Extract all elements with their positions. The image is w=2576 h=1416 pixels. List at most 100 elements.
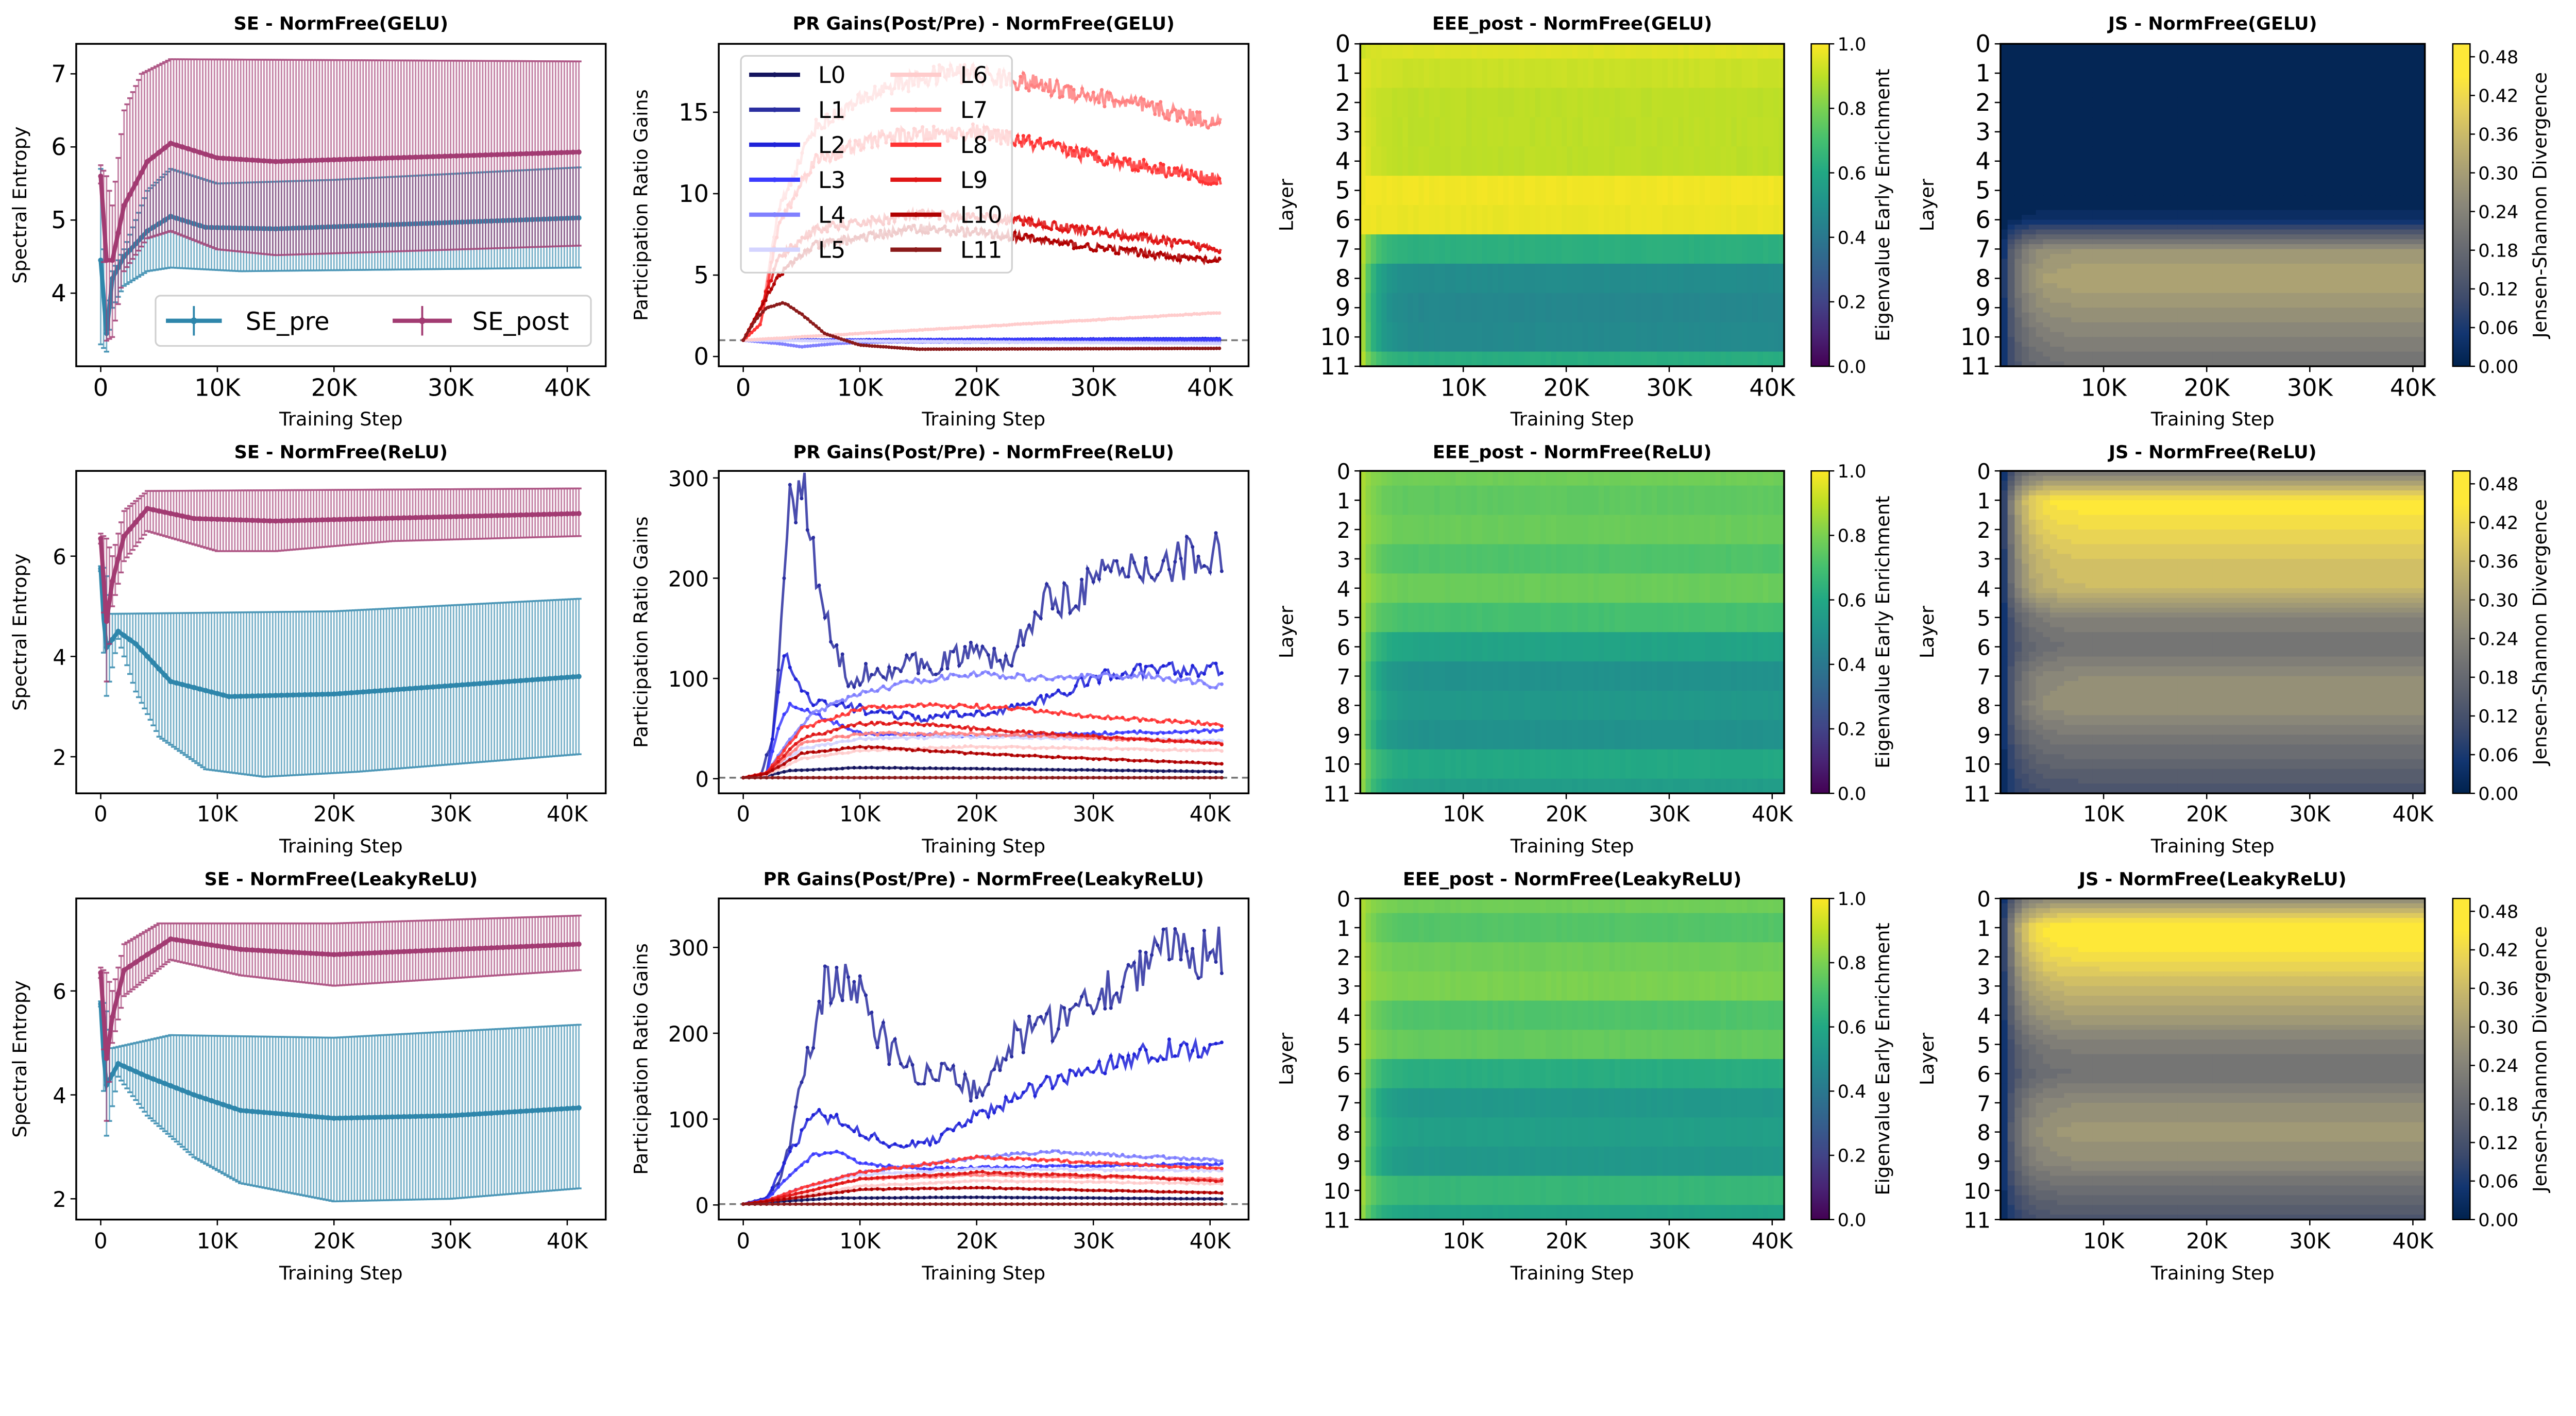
series-marker <box>752 319 756 323</box>
heatmap-cell <box>1514 117 1520 147</box>
mean-marker <box>547 150 553 156</box>
series-marker <box>1125 98 1129 103</box>
contour-cell <box>2212 58 2221 64</box>
heatmap-cell <box>1439 44 1446 59</box>
heatmap-cell <box>1762 88 1769 118</box>
legend-label: SE_pre <box>246 308 330 336</box>
series-marker <box>971 347 975 351</box>
series-marker <box>1136 315 1140 319</box>
heatmap-cell <box>1715 146 1721 177</box>
contour-cell <box>2340 58 2348 64</box>
heatmap-cell <box>1704 58 1711 89</box>
series-marker <box>1189 346 1193 350</box>
heatmap-cell <box>1556 58 1563 89</box>
heatmap-cell <box>1461 146 1467 177</box>
heatmap-cell <box>1609 205 1616 235</box>
series-marker <box>1030 337 1034 342</box>
series-marker <box>1150 337 1154 342</box>
mean-marker <box>249 157 255 163</box>
series-marker <box>1072 347 1076 351</box>
heatmap-cell <box>1498 44 1504 59</box>
series-marker <box>1189 242 1193 246</box>
heatmap-cell <box>1752 176 1758 206</box>
heatmap-cell <box>1445 176 1451 206</box>
heatmap-cell <box>1667 234 1674 264</box>
heatmap-cell <box>1768 263 1774 294</box>
heatmap-cell <box>1556 351 1563 367</box>
heatmap-cell <box>1524 88 1531 118</box>
heatmap-cell <box>1562 117 1568 147</box>
heatmap-cell <box>1471 205 1478 235</box>
heatmap-cell <box>1455 58 1462 89</box>
contour-cell <box>2417 83 2425 89</box>
contour-cell <box>2318 83 2327 89</box>
heatmap-cell <box>1370 176 1377 206</box>
series-marker <box>999 323 1003 328</box>
series-marker <box>1083 244 1087 248</box>
contour-cell <box>2361 44 2369 49</box>
series-marker <box>915 347 919 351</box>
series-marker <box>1153 314 1157 318</box>
contour-cell <box>2036 73 2044 79</box>
contour-cell <box>2389 78 2397 84</box>
contour-cell <box>2191 68 2199 74</box>
series-marker <box>1164 116 1168 121</box>
heatmap-cell <box>1620 176 1626 206</box>
heatmap-cell <box>1450 58 1456 89</box>
contour-cell <box>2318 78 2327 84</box>
heatmap-cell <box>1768 146 1774 177</box>
contour-cell <box>2156 83 2164 89</box>
heatmap-cell <box>1540 322 1547 352</box>
heatmap-cell <box>1757 293 1764 323</box>
mean-marker <box>535 150 541 156</box>
heatmap-cell <box>1434 322 1440 352</box>
contour-cell <box>2417 88 2425 94</box>
heatmap-cell <box>1514 205 1520 235</box>
series-marker <box>1049 241 1054 245</box>
heatmap-cell <box>1614 205 1621 235</box>
contour-cell <box>2368 48 2376 55</box>
contour-cell <box>2283 92 2292 98</box>
series-marker <box>781 301 785 305</box>
series-marker <box>1063 340 1067 345</box>
heatmap-cell <box>1392 205 1398 235</box>
series-marker <box>1181 110 1185 114</box>
series-marker <box>769 304 773 309</box>
contour-cell <box>2099 88 2108 94</box>
contour-cell <box>2184 92 2192 98</box>
heatmap-cell <box>1445 58 1451 89</box>
series-marker <box>831 342 835 346</box>
contour-cell <box>2028 58 2037 64</box>
series-marker <box>1214 248 1218 252</box>
contour-cell <box>2255 78 2263 84</box>
heatmap-cell <box>1694 234 1700 264</box>
series-marker <box>1105 340 1109 345</box>
series-marker <box>1002 340 1006 344</box>
y-tick-label: 0 <box>694 343 709 370</box>
heatmap-cell <box>1397 44 1403 59</box>
contour-cell <box>2113 78 2122 84</box>
series-marker <box>1041 237 1045 242</box>
heatmap-cell <box>1657 263 1663 294</box>
heatmap-cell <box>1646 293 1653 323</box>
heatmap-cell <box>1376 117 1382 147</box>
heatmap-cell <box>1662 117 1669 147</box>
contour-cell <box>2106 92 2114 98</box>
heatmap-cell <box>1599 58 1605 89</box>
series-marker <box>935 347 939 351</box>
legend-label: SE_post <box>472 308 569 336</box>
heatmap-cell <box>1773 146 1780 177</box>
series-marker <box>1161 235 1165 239</box>
contour-cell <box>2333 78 2341 84</box>
contour-cell <box>2297 83 2306 89</box>
heatmap-cell <box>1524 263 1531 294</box>
heatmap-cell <box>1604 234 1610 264</box>
contour-cell <box>2326 88 2334 94</box>
contour-cell <box>2000 68 2008 74</box>
series-marker <box>979 340 984 344</box>
contour-cell <box>2361 58 2369 64</box>
contour-cell <box>2269 48 2277 55</box>
mean-marker <box>197 149 203 156</box>
contour-cell <box>2142 92 2150 98</box>
contour-cell <box>2156 73 2164 79</box>
